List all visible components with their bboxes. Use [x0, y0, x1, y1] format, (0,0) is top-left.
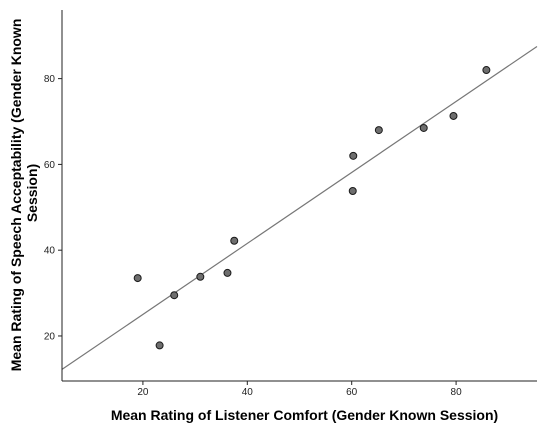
axes — [61, 10, 537, 382]
y-tick-label: 40 — [44, 246, 56, 257]
data-point — [223, 268, 232, 277]
ticks: 20 40 60 80 20 40 60 80 — [44, 74, 462, 398]
data-point — [230, 236, 239, 245]
plot-area — [61, 45, 538, 370]
y-axis-title-line-1: Mean Rating of Speech Acceptability (Gen… — [8, 19, 24, 372]
y-axis-title-line-2: Session) — [24, 164, 40, 222]
data-point — [449, 111, 458, 120]
y-tick-label: 20 — [44, 331, 56, 342]
y-tick-label: 60 — [44, 160, 56, 171]
x-tick-label: 60 — [346, 387, 358, 398]
fit-line — [61, 45, 538, 370]
data-point — [155, 341, 164, 350]
y-tick-label: 80 — [44, 74, 56, 85]
data-point — [348, 186, 357, 195]
x-tick-label: 20 — [137, 387, 149, 398]
x-tick-label: 80 — [451, 387, 463, 398]
data-point — [349, 151, 358, 160]
data-point — [374, 126, 383, 135]
data-point — [482, 66, 491, 75]
data-point — [170, 291, 179, 300]
data-point — [196, 272, 205, 281]
x-tick-label: 40 — [242, 387, 254, 398]
data-point — [133, 274, 142, 283]
x-axis-title: Mean Rating of Listener Comfort (Gender … — [111, 407, 498, 423]
data-point — [419, 123, 428, 132]
y-axis-title: Mean Rating of Speech Acceptability (Gen… — [8, 15, 40, 372]
